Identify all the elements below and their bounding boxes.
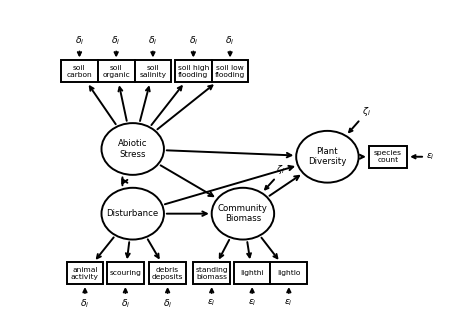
Text: soil
carbon: soil carbon <box>66 65 92 78</box>
Text: $\delta_i$: $\delta_i$ <box>121 297 130 309</box>
Text: $\varepsilon_i$: $\varepsilon_i$ <box>284 297 293 307</box>
Text: scouring: scouring <box>109 270 141 276</box>
FancyBboxPatch shape <box>66 262 103 284</box>
FancyBboxPatch shape <box>193 262 230 284</box>
Ellipse shape <box>212 188 274 240</box>
Text: soil low
flooding: soil low flooding <box>215 65 245 78</box>
Text: Community
Biomass: Community Biomass <box>218 204 268 223</box>
Ellipse shape <box>296 131 359 183</box>
Text: $\varepsilon_i$: $\varepsilon_i$ <box>248 297 256 307</box>
Text: $\zeta_i$: $\zeta_i$ <box>362 105 371 118</box>
Text: Abiotic
Stress: Abiotic Stress <box>118 139 147 159</box>
Text: species
count: species count <box>374 150 402 163</box>
Text: animal
activity: animal activity <box>71 267 99 280</box>
Text: $\delta_i$: $\delta_i$ <box>225 35 235 47</box>
FancyBboxPatch shape <box>212 60 248 82</box>
Text: standing
biomass: standing biomass <box>195 267 228 280</box>
Text: $\delta_i$: $\delta_i$ <box>75 35 84 47</box>
Text: lightlo: lightlo <box>277 270 301 276</box>
Text: Disturbance: Disturbance <box>107 209 159 218</box>
Text: $\delta_i$: $\delta_i$ <box>80 297 90 309</box>
Text: soil
salinity: soil salinity <box>139 65 166 78</box>
Text: $\delta_i$: $\delta_i$ <box>189 35 198 47</box>
Text: lighthi: lighthi <box>240 270 264 276</box>
Text: Plant
Diversity: Plant Diversity <box>308 147 346 166</box>
Text: soil
organic: soil organic <box>102 65 130 78</box>
FancyBboxPatch shape <box>234 262 271 284</box>
FancyBboxPatch shape <box>61 60 98 82</box>
FancyBboxPatch shape <box>107 262 144 284</box>
Text: $\varepsilon_i$: $\varepsilon_i$ <box>207 297 216 307</box>
Text: $\delta_i$: $\delta_i$ <box>148 35 158 47</box>
Ellipse shape <box>101 123 164 175</box>
FancyBboxPatch shape <box>135 60 171 82</box>
Text: debris
deposits: debris deposits <box>152 267 183 280</box>
FancyBboxPatch shape <box>98 60 135 82</box>
Text: $\zeta_i$: $\zeta_i$ <box>276 163 285 176</box>
Text: $\delta_i$: $\delta_i$ <box>111 35 121 47</box>
Ellipse shape <box>101 188 164 240</box>
FancyBboxPatch shape <box>271 262 307 284</box>
Text: soil high
flooding: soil high flooding <box>178 65 209 78</box>
Text: $\varepsilon_i$: $\varepsilon_i$ <box>427 152 435 162</box>
FancyBboxPatch shape <box>149 262 186 284</box>
FancyBboxPatch shape <box>369 146 407 168</box>
FancyBboxPatch shape <box>175 60 212 82</box>
Text: $\delta_i$: $\delta_i$ <box>163 297 173 309</box>
